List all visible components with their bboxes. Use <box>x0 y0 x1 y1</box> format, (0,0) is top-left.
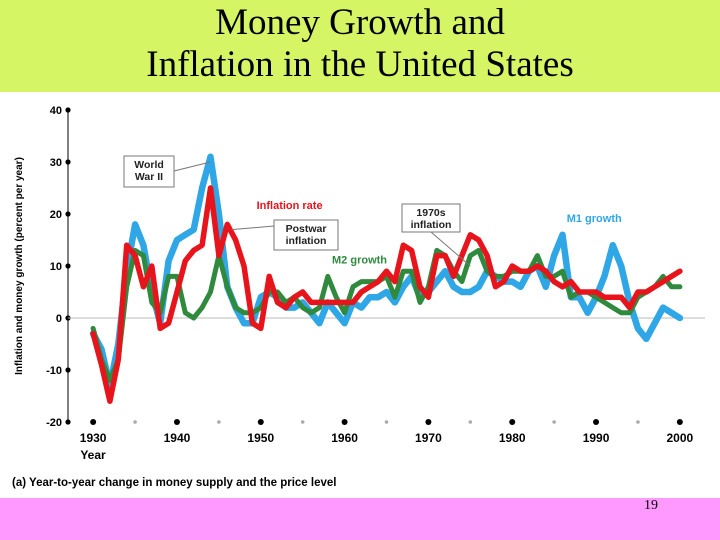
x-tick-label: 1970 <box>415 431 442 445</box>
x-tick-dot <box>425 419 432 425</box>
x-tick-dot <box>509 419 516 425</box>
x-tick-label: 1980 <box>499 431 526 445</box>
series-line-inflation-rate <box>90 185 683 404</box>
annotation-box <box>273 219 339 251</box>
y-tick-label: -20 <box>46 417 62 429</box>
y-tick-label: 10 <box>50 261 62 273</box>
x-tick-label: 1940 <box>164 431 191 445</box>
y-tick-label: 30 <box>50 157 62 169</box>
x-tick-dot <box>676 419 683 425</box>
x-tick-label: 1950 <box>247 431 274 445</box>
x-axis-title: Year <box>80 448 106 462</box>
series-label-m1-growth: M1 growth <box>567 213 622 225</box>
chart-area: -20 -10 0 10 20 30 40 1930 1940 1950 1960 1970 1980 1… <box>0 92 720 498</box>
y-tick-label: 0 <box>56 313 62 325</box>
y-tick-dot <box>65 107 71 113</box>
annotation-text: inflation <box>286 235 327 247</box>
x-tick-dot <box>341 419 348 425</box>
annotation-box <box>401 203 461 233</box>
x-minor-tick-dot <box>217 420 221 424</box>
y-tick-dot <box>65 419 71 425</box>
annotation-text: 1970s <box>416 207 445 219</box>
slide-title-line-1: Money Growth and <box>215 2 505 43</box>
x-minor-tick-dot <box>552 420 556 424</box>
x-tick-dot <box>593 419 600 425</box>
y-tick-dot <box>65 211 71 217</box>
x-tick-label: 1990 <box>583 431 610 445</box>
series-label-inflation-rate: Inflation rate <box>257 200 323 212</box>
title-bar: Money Growth and Inflation in the United… <box>0 0 720 92</box>
chart-caption: (a) Year-to-year change in money supply … <box>12 477 336 489</box>
x-minor-tick-dot <box>636 420 640 424</box>
x-minor-tick-dot <box>468 420 473 424</box>
slide-title-line-2: Inflation in the United States <box>146 44 574 85</box>
y-tick-label: 40 <box>50 105 62 117</box>
annotation-leader <box>231 225 275 231</box>
x-minor-tick-dot <box>384 420 389 424</box>
annotation-text: World <box>134 159 164 171</box>
x-tick-label: 2000 <box>667 431 694 445</box>
y-tick-dot <box>65 159 71 165</box>
annotation-text: War II <box>135 171 163 183</box>
x-tick-dot <box>90 419 97 425</box>
x-minor-tick-dot <box>300 420 305 424</box>
x-tick-label: 1960 <box>331 431 358 445</box>
x-tick-label: 1930 <box>80 431 107 445</box>
x-minor-tick-dot <box>133 420 137 424</box>
x-tick-dot <box>257 419 264 425</box>
y-tick-label: -10 <box>46 365 62 377</box>
slide-number: 19 <box>644 498 658 513</box>
annotation-leader <box>173 161 211 172</box>
y-tick-dot <box>65 263 71 269</box>
footer-bar: 19 <box>0 498 720 540</box>
annotation-text: Postwar <box>286 223 327 235</box>
series-line-m1-growth <box>89 153 684 389</box>
y-tick-dot <box>65 367 71 373</box>
annotation-leader <box>430 231 471 267</box>
chart-svg: -20 -10 0 10 20 30 40 1930 1940 1950 1960 1970 1980 1… <box>12 105 705 489</box>
y-axis-title: Inflation and money growth (percent per … <box>14 157 25 375</box>
annotation-box <box>123 155 175 188</box>
series-label-m2-growth: M2 growth <box>332 254 387 266</box>
annotation-text: inflation <box>411 219 452 231</box>
y-tick-label: 20 <box>50 209 62 221</box>
x-tick-dot <box>173 419 180 425</box>
